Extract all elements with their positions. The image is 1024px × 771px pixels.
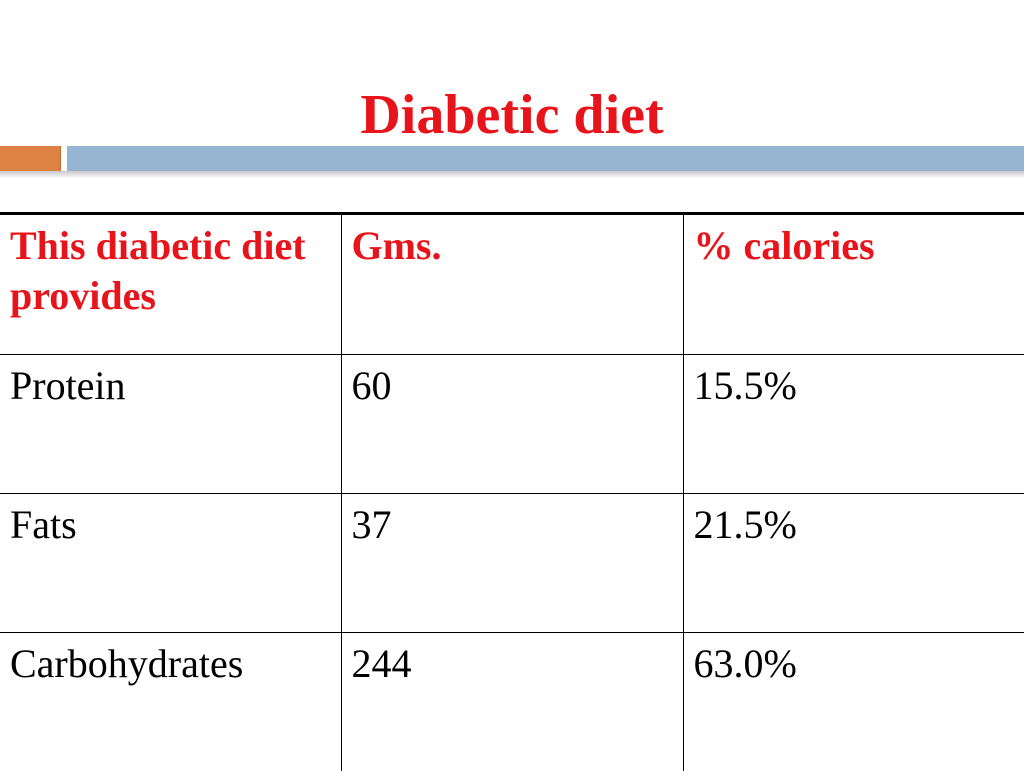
title-rule-blue-bar [67, 146, 1024, 171]
grams-cell: 244 [341, 633, 683, 771]
table-row: Fats 37 21.5% [0, 494, 1024, 633]
title-rule-shadow [0, 171, 1024, 177]
nutrient-cell: Carbohydrates [0, 633, 341, 771]
nutrient-cell: Fats [0, 494, 341, 633]
grams-cell: 37 [341, 494, 683, 633]
header-cell-grams: Gms. [341, 214, 683, 355]
table-row: Protein 60 15.5% [0, 355, 1024, 494]
slide-title: Diabetic diet [0, 82, 1024, 148]
grams-cell: 60 [341, 355, 683, 494]
calories-cell: 15.5% [683, 355, 1024, 494]
calories-cell: 63.0% [683, 633, 1024, 771]
nutrient-cell: Protein [0, 355, 341, 494]
calories-cell: 21.5% [683, 494, 1024, 633]
title-rule-orange-block [0, 146, 61, 171]
table-header-row: This diabetic diet provides Gms. % calor… [0, 214, 1024, 355]
header-cell-calories: % calories [683, 214, 1024, 355]
header-cell-nutrient: This diabetic diet provides [0, 214, 341, 355]
diet-table: This diabetic diet provides Gms. % calor… [0, 212, 1024, 771]
table-row: Carbohydrates 244 63.0% [0, 633, 1024, 771]
